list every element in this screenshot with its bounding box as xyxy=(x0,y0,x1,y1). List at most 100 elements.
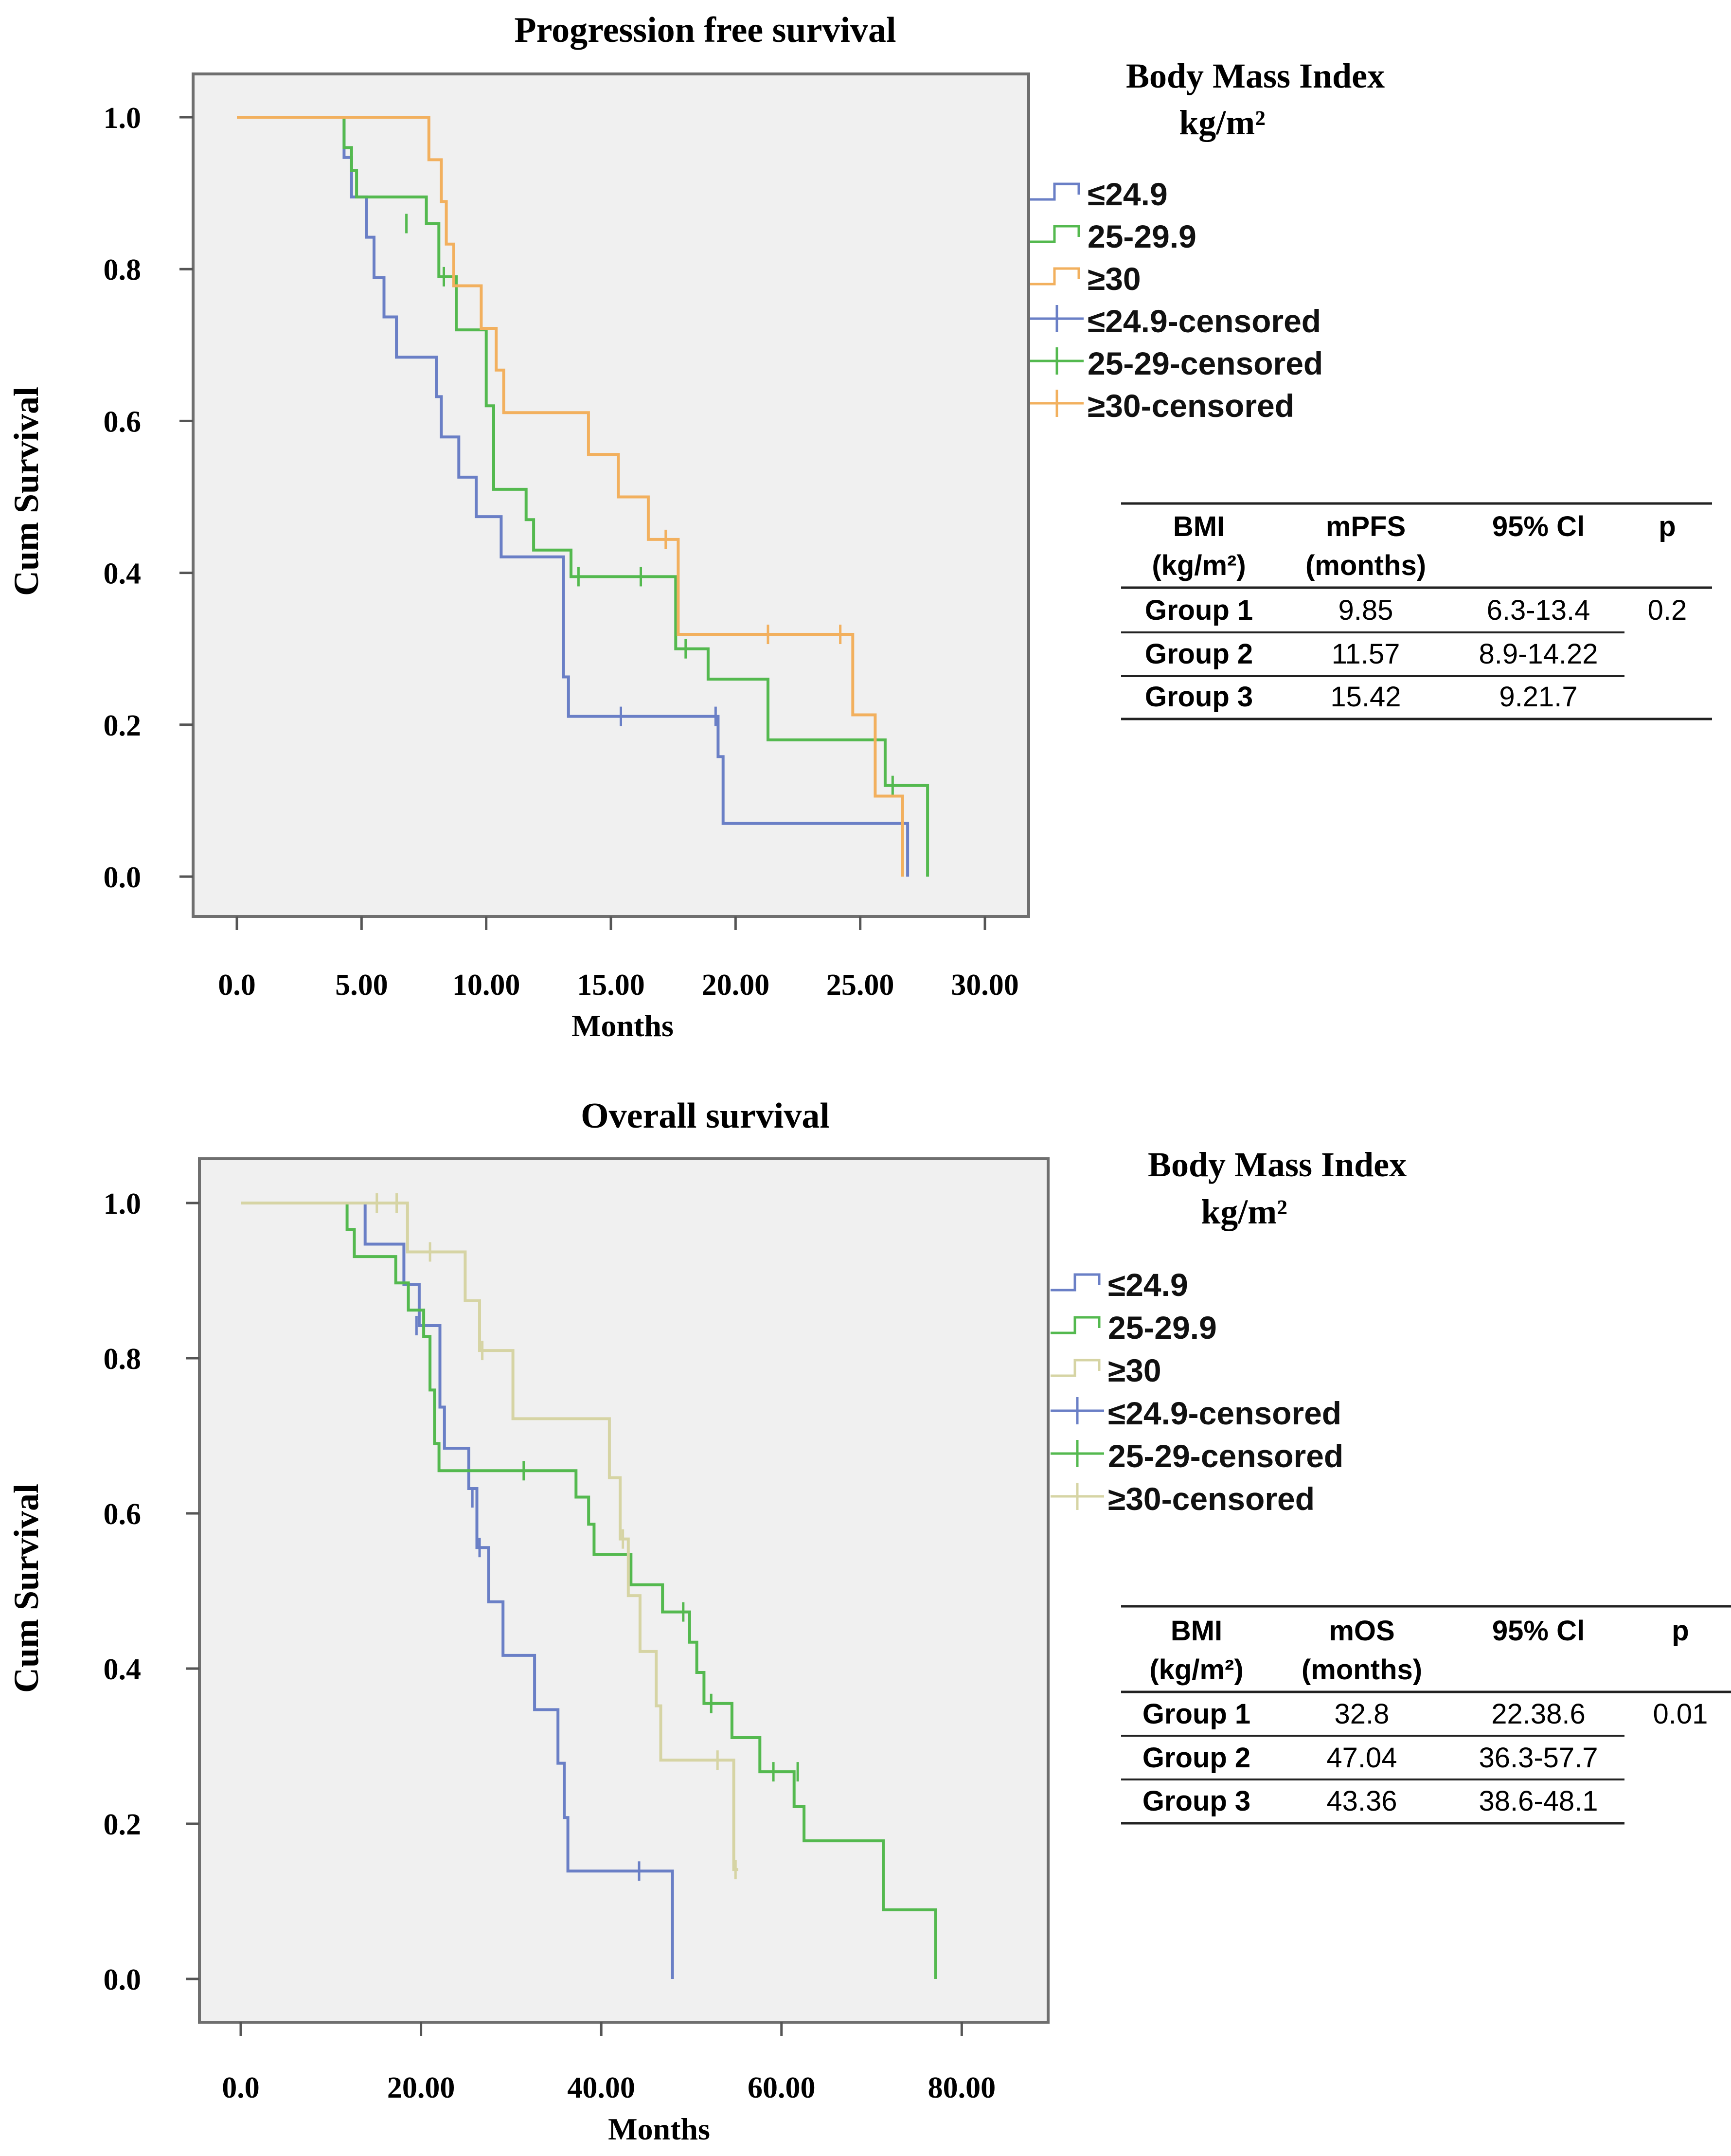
km-curve-series-3 xyxy=(241,1202,738,1871)
y-tick-label: 0.2 xyxy=(104,709,142,742)
pfs-summary-table: BMI (kg/m²) mPFS (months) 95% Cl p Group… xyxy=(1121,502,1712,720)
y-tick-label: 0.4 xyxy=(104,1653,142,1686)
os-legend-unit: kg/m² xyxy=(1201,1192,1287,1231)
os-y-label: Cum Survival xyxy=(7,1484,46,1693)
pfs-title: Progression free survival xyxy=(514,10,896,50)
pfs-x-axis: 0.0 5.00 10.00 15.00 20.00 25.00 30.00 xyxy=(218,916,1019,1002)
table-header-bmi: BMI xyxy=(1171,1615,1222,1647)
pfs-curves xyxy=(237,116,929,877)
table-cell: 0.2 xyxy=(1648,594,1687,626)
legend-label: ≤24.9 xyxy=(1088,176,1168,212)
legend-step-swatch xyxy=(1030,225,1080,243)
table-cell: Group 2 xyxy=(1142,1742,1250,1774)
table-cell: 22.38.6 xyxy=(1491,1698,1586,1730)
os-y-axis: 0.0 0.2 0.4 0.6 0.8 1.0 xyxy=(104,1187,199,1996)
legend-label: ≥30-censored xyxy=(1108,1481,1315,1517)
table-cell: 11.57 xyxy=(1332,638,1400,670)
table-cell: Group 3 xyxy=(1142,1785,1250,1817)
legend-step-swatch xyxy=(1030,267,1080,286)
y-tick-label: 0.6 xyxy=(104,1498,142,1531)
x-tick-label: 60.00 xyxy=(748,2071,816,2104)
os-legend-title: Body Mass Index xyxy=(1148,1145,1407,1184)
table-cell: Group 1 xyxy=(1145,594,1253,626)
x-tick-label: 40.00 xyxy=(567,2071,635,2104)
y-tick-label: 0.2 xyxy=(104,1808,142,1841)
os-x-axis: 0.0 20.00 40.00 60.00 80.00 xyxy=(222,2022,996,2104)
table-header-median: mOS xyxy=(1329,1615,1394,1647)
table-cell: 9.21.7 xyxy=(1499,681,1577,713)
x-tick-label: 20.00 xyxy=(387,2071,455,2104)
legend-label: 25-29-censored xyxy=(1088,345,1323,381)
km-curve-series-1 xyxy=(241,1202,674,1979)
table-cell: Group 1 xyxy=(1142,1698,1250,1730)
table-header-unit: (kg/m²) xyxy=(1152,550,1246,581)
legend-label: 25-29-censored xyxy=(1108,1438,1343,1474)
y-tick-label: 1.0 xyxy=(104,102,142,135)
legend-step-swatch xyxy=(1051,1273,1101,1292)
table-cell: Group 2 xyxy=(1145,638,1253,670)
x-tick-label: 5.00 xyxy=(335,969,388,1002)
table-header-months: (months) xyxy=(1302,1654,1422,1686)
km-curve-series-3 xyxy=(237,116,904,877)
table-header-median: mPFS xyxy=(1326,511,1406,542)
x-tick-label: 80.00 xyxy=(928,2071,996,2104)
table-header-unit: (kg/m²) xyxy=(1149,1654,1243,1686)
os-summary-table: BMI (kg/m²) mOS (months) 95% Cl p Group … xyxy=(1121,1605,1731,1825)
x-tick-label: 30.00 xyxy=(951,969,1019,1002)
x-tick-label: 15.00 xyxy=(577,969,645,1002)
table-cell: 8.9-14.22 xyxy=(1479,638,1598,670)
os-title: Overall survival xyxy=(581,1096,830,1136)
legend-label: ≤24.9 xyxy=(1108,1267,1188,1303)
legend-step-swatch xyxy=(1051,1359,1101,1377)
x-tick-label: 20.00 xyxy=(702,969,770,1002)
table-cell: 9.85 xyxy=(1338,594,1393,626)
table-cell: 47.04 xyxy=(1326,1742,1397,1774)
legend-label: ≤24.9-censored xyxy=(1108,1395,1341,1431)
table-header-months: (months) xyxy=(1305,550,1426,581)
legend-label: 25-29.9 xyxy=(1088,218,1196,254)
table-header-p: p xyxy=(1659,511,1676,542)
y-tick-label: 0.6 xyxy=(104,405,142,438)
os-panel: Overall survival 0.0 0.2 0.4 0.6 0.8 1.0 0.0 2… xyxy=(7,1096,1731,2146)
km-curve-series-2 xyxy=(237,116,929,877)
x-tick-label: 25.00 xyxy=(826,969,894,1002)
table-cell: 32.8 xyxy=(1335,1698,1390,1730)
table-cell: 36.3-57.7 xyxy=(1479,1742,1598,1774)
y-tick-label: 1.0 xyxy=(104,1187,142,1221)
os-x-label: Months xyxy=(608,2112,710,2146)
legend-label: ≥30-censored xyxy=(1088,388,1294,424)
table-header-bmi: BMI xyxy=(1173,511,1225,542)
y-tick-label: 0.0 xyxy=(104,1963,142,1996)
km-curve-series-1 xyxy=(237,116,910,877)
legend-label: ≤24.9-censored xyxy=(1088,303,1321,339)
table-cell: 0.01 xyxy=(1653,1698,1708,1730)
pfs-x-label: Months xyxy=(571,1008,674,1043)
pfs-y-axis: 0.0 0.2 0.4 0.6 0.8 1.0 xyxy=(104,102,193,894)
y-tick-label: 0.8 xyxy=(104,253,142,287)
x-tick-label: 0.0 xyxy=(218,969,256,1002)
y-tick-label: 0.8 xyxy=(104,1343,142,1376)
os-legend: ≤24.9 25-29.9 ≥30 ≤24.9-censored 25-29-censo… xyxy=(1051,1267,1343,1517)
pfs-legend: ≤24.9 25-29.9 ≥30 ≤24.9-censored 25-29-censo… xyxy=(1030,176,1323,424)
legend-label: ≥30 xyxy=(1108,1352,1161,1388)
x-tick-label: 10.00 xyxy=(452,969,520,1002)
y-tick-label: 0.0 xyxy=(104,861,142,894)
table-cell: 43.36 xyxy=(1326,1785,1397,1817)
km-curve-series-2 xyxy=(241,1202,937,1979)
table-cell: 38.6-48.1 xyxy=(1479,1785,1598,1817)
table-cell: 6.3-13.4 xyxy=(1487,594,1590,626)
table-cell: 15.42 xyxy=(1330,681,1401,713)
pfs-panel: Progression free survival 0.00.20.40.60.… xyxy=(7,10,1712,1043)
table-cell: Group 3 xyxy=(1145,681,1253,713)
y-tick-label: 0.4 xyxy=(104,557,142,591)
pfs-y-label: Cum Survival xyxy=(7,387,46,596)
legend-step-swatch xyxy=(1051,1316,1101,1334)
legend-label: 25-29.9 xyxy=(1108,1310,1217,1346)
pfs-legend-unit: kg/m² xyxy=(1179,103,1266,142)
legend-step-swatch xyxy=(1030,182,1080,201)
legend-label: ≥30 xyxy=(1088,261,1141,297)
x-tick-label: 0.0 xyxy=(222,2071,260,2104)
table-header-ci: 95% Cl xyxy=(1492,1615,1585,1647)
